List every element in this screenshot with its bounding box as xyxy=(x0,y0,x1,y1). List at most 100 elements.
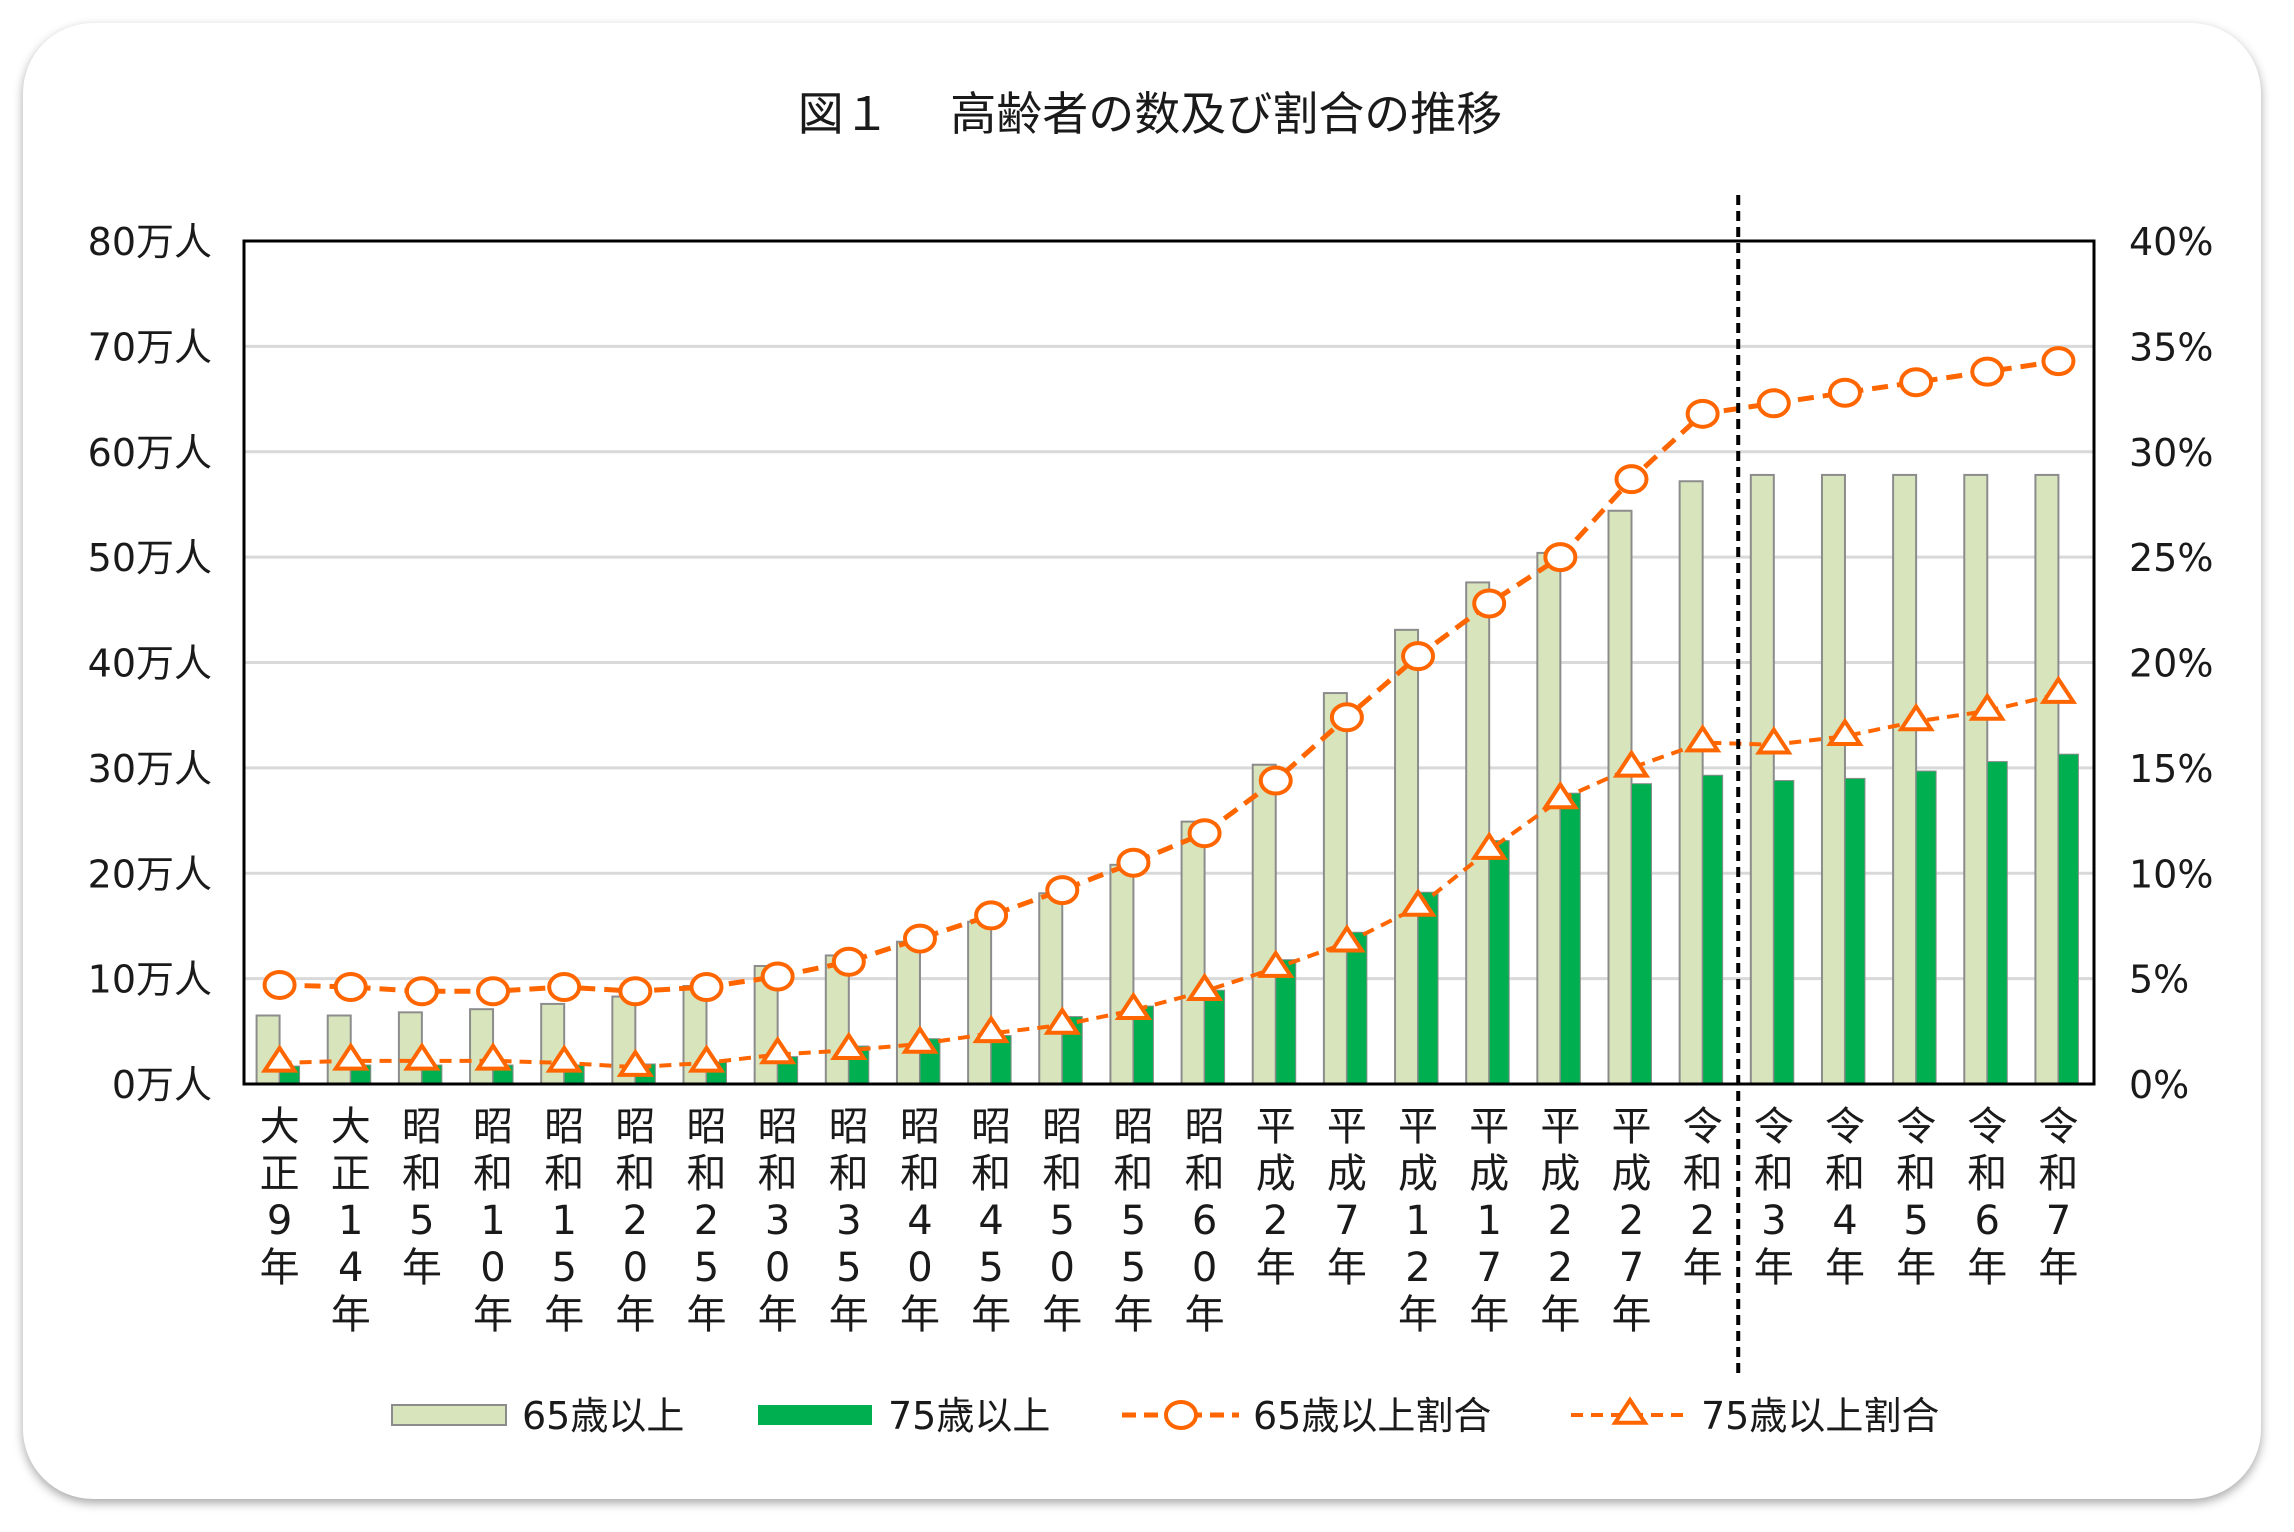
marker-triangle xyxy=(1399,888,1437,917)
y-right-tick-label: 15% xyxy=(2129,747,2213,791)
legend-triangle-icon xyxy=(1611,1396,1649,1425)
bars xyxy=(255,473,2079,1086)
marker-circle xyxy=(547,972,582,1003)
x-tick-label: 平成 1 7 年 xyxy=(1469,1104,1509,1338)
lines xyxy=(260,346,2078,1077)
x-tick-label: 平成 2 年 xyxy=(1256,1104,1296,1291)
marker-circle xyxy=(1472,588,1507,619)
marker-triangle xyxy=(403,1042,441,1071)
marker-circle xyxy=(1401,641,1436,672)
marker-triangle xyxy=(1826,717,1864,747)
bar-75-plus xyxy=(1559,792,1581,1085)
marker-circle xyxy=(689,972,724,1003)
legend-label: 75歳以上 xyxy=(888,1394,1050,1438)
y-right-tick-label: 25% xyxy=(2129,536,2213,580)
legend-label: 75歳以上割合 xyxy=(1701,1394,1939,1438)
y-left-tick-label: 10万人 xyxy=(88,958,212,1002)
marker-triangle xyxy=(901,1025,939,1054)
y-right-tick-label: 5% xyxy=(2129,958,2189,1002)
y-right-tick-label: 35% xyxy=(2129,325,2213,369)
marker-circle xyxy=(1543,542,1578,573)
y-left-tick-label: 60万人 xyxy=(88,431,212,475)
marker-triangle xyxy=(1541,780,1580,810)
marker-triangle xyxy=(1683,723,1722,753)
marker-triangle xyxy=(332,1042,370,1071)
marker-triangle xyxy=(1968,692,2006,721)
bar-75-plus xyxy=(2057,753,2079,1085)
x-tick-label: 平成 2 7 年 xyxy=(1612,1104,1652,1338)
axes: 0万人 0% 10万人 5% 20万人 10% 30万人 15% 40万人 20% 50万人 25% 6… xyxy=(88,195,2213,1375)
x-tick-label: 平成 7 年 xyxy=(1327,1104,1367,1291)
marker-triangle xyxy=(1755,726,1793,755)
x-tick-label: 昭和 1 0 年 xyxy=(473,1104,513,1338)
bar-65-plus xyxy=(895,940,921,1086)
y-right-tick-label: 20% xyxy=(2129,642,2213,686)
bar-65-plus xyxy=(1180,820,1206,1086)
marker-circle xyxy=(476,976,511,1007)
bar-65-plus xyxy=(1607,509,1633,1085)
marker-circle xyxy=(760,961,795,992)
marker-circle xyxy=(1756,388,1791,419)
bar-65-plus xyxy=(1322,692,1348,1086)
chart-card xyxy=(23,23,2261,1499)
bar-65-plus xyxy=(2034,473,2060,1085)
bar-75-plus xyxy=(1915,770,1937,1085)
y-left-tick-label: 0万人 xyxy=(112,1063,212,1107)
bar-65-plus xyxy=(1749,473,1775,1085)
marker-triangle xyxy=(2039,675,2078,704)
legend-swatch-75-plus xyxy=(758,1405,872,1425)
legend: 65歳以上 75歳以上 65歳以上割合 75歳以上割合 xyxy=(391,1394,1939,1438)
bar-75-plus xyxy=(1204,989,1226,1085)
bar-75-plus xyxy=(1986,761,2008,1085)
x-tick-label: 昭和 1 5 年 xyxy=(544,1104,584,1338)
bar-65-plus xyxy=(1536,551,1562,1085)
marker-circle xyxy=(1187,818,1222,849)
marker-triangle xyxy=(1043,1006,1081,1035)
x-tick-label: 令和 7 年 xyxy=(2038,1104,2078,1291)
y-left-tick-label: 70万人 xyxy=(88,325,212,369)
plot-frame xyxy=(242,239,2096,1086)
x-tick-label: 令和 6 年 xyxy=(1967,1104,2007,1291)
x-tick-label: 大正 1 4 年 xyxy=(331,1104,371,1338)
marker-circle xyxy=(404,976,439,1007)
x-tick-label: 令和 4 年 xyxy=(1825,1104,1865,1291)
marker-triangle xyxy=(1897,702,1935,732)
x-tick-label: 昭和 5 5 年 xyxy=(1113,1104,1153,1338)
marker-circle xyxy=(902,923,937,954)
marker-circle xyxy=(262,969,297,1000)
marker-circle xyxy=(1685,398,1720,429)
bar-65-plus xyxy=(1109,863,1135,1085)
x-tick-label: 昭和 5 0 年 xyxy=(1042,1104,1082,1338)
y-left-tick-label: 40万人 xyxy=(88,642,212,686)
x-tick-label: 昭和 4 5 年 xyxy=(971,1104,1011,1338)
bar-65-plus xyxy=(1251,763,1277,1085)
x-tick-label: 昭和 5 年 xyxy=(402,1104,442,1291)
bar-65-plus xyxy=(1963,473,1989,1085)
marker-triangle xyxy=(616,1048,655,1077)
marker-triangle xyxy=(1185,972,1224,1002)
bar-65-plus xyxy=(1038,892,1064,1085)
marker-triangle xyxy=(830,1031,868,1061)
gridlines xyxy=(244,344,2094,981)
marker-triangle xyxy=(1328,924,1366,953)
marker-triangle xyxy=(545,1044,583,1073)
chart-title: 図１ 高齢者の数及び割合の推移 xyxy=(798,87,1503,141)
y-left-tick-label: 20万人 xyxy=(88,852,212,896)
x-tick-label: 昭和 3 0 年 xyxy=(758,1104,798,1338)
x-tick-label: 平成 2 2 年 xyxy=(1540,1104,1580,1338)
bar-65-plus xyxy=(1678,480,1704,1085)
marker-triangle xyxy=(1612,749,1651,778)
marker-circle xyxy=(1258,765,1293,796)
legend-swatch-65-plus xyxy=(391,1404,507,1426)
marker-circle xyxy=(333,972,368,1003)
y-left-tick-label: 50万人 xyxy=(88,536,212,580)
x-tick-label: 令和 5 年 xyxy=(1896,1104,1936,1291)
y-right-tick-label: 30% xyxy=(2129,431,2213,475)
x-tick-label: 大正 9 年 xyxy=(260,1104,300,1291)
legend-circle-icon xyxy=(1164,1400,1198,1430)
x-tick-label: 昭和 4 0 年 xyxy=(900,1104,940,1338)
marker-circle xyxy=(1827,377,1862,408)
x-tick-label: 平成 1 2 年 xyxy=(1398,1104,1438,1338)
bar-75-plus xyxy=(1773,780,1795,1085)
